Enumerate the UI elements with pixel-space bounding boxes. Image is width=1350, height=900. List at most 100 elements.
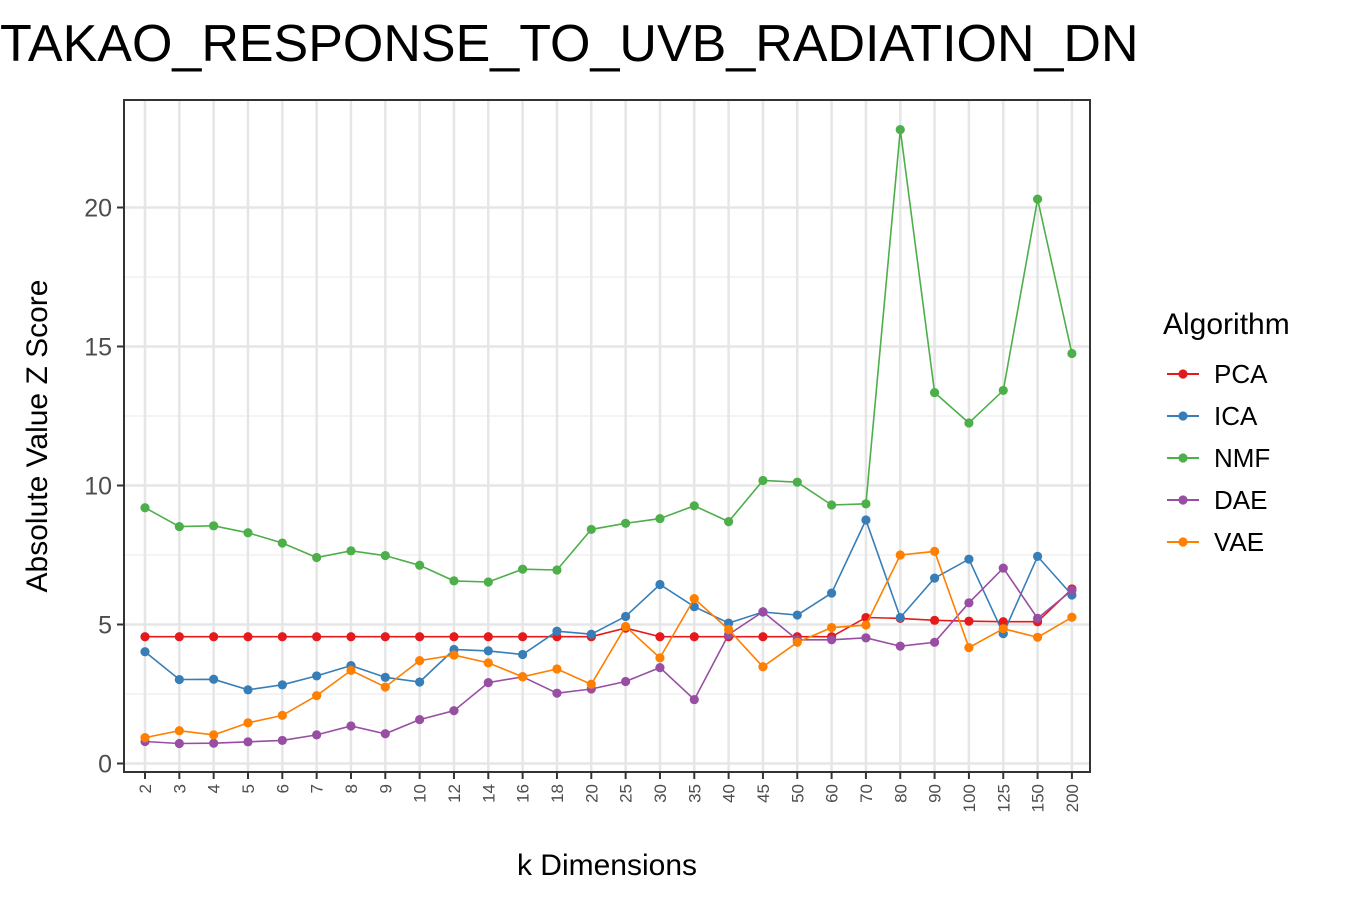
legend-item-vae: VAE xyxy=(1167,527,1264,557)
data-point-nmf xyxy=(861,499,871,509)
data-point-vae xyxy=(964,642,974,653)
data-point-nmf xyxy=(689,501,699,511)
data-point-pca xyxy=(415,632,425,642)
data-point-pca xyxy=(346,632,356,642)
data-point-pca xyxy=(312,632,322,642)
x-tick-label: 90 xyxy=(926,784,945,803)
data-point-ica xyxy=(827,588,837,598)
x-tick-label: 8 xyxy=(342,784,361,793)
data-point-dae xyxy=(415,714,425,725)
data-point-ica xyxy=(929,573,940,583)
data-point-ica xyxy=(415,677,425,687)
data-point-nmf xyxy=(174,522,184,532)
series-line-nmf xyxy=(144,129,1073,583)
data-point-ica xyxy=(792,610,802,620)
data-point-nmf xyxy=(724,517,734,527)
data-point-vae xyxy=(449,650,459,660)
data-point-dae xyxy=(964,598,974,608)
y-tick-label: 20 xyxy=(84,195,112,223)
data-point-nmf xyxy=(1032,194,1043,204)
x-axis-title: k Dimensions xyxy=(517,849,697,882)
x-tick-label: 100 xyxy=(960,784,979,812)
x-tick-label: 45 xyxy=(754,784,773,803)
legend-title: Algorithm xyxy=(1163,308,1290,341)
data-point-nmf xyxy=(140,503,150,513)
data-point-nmf xyxy=(449,576,459,586)
data-point-pca xyxy=(929,615,940,625)
x-tick-label: 125 xyxy=(994,784,1013,812)
x-tick-label: 2 xyxy=(136,784,155,793)
data-point-nmf xyxy=(243,528,253,538)
x-tick-label: 16 xyxy=(514,784,533,803)
legend-label: DAE xyxy=(1214,485,1267,515)
legend-item-dae: DAE xyxy=(1167,485,1267,515)
series-lines xyxy=(140,125,1077,749)
series-line-pca xyxy=(145,588,1073,638)
data-point-vae xyxy=(483,658,493,668)
y-tick-label: 5 xyxy=(98,612,112,640)
data-point-pca xyxy=(449,632,459,642)
data-point-dae xyxy=(621,676,631,687)
data-point-ica xyxy=(689,602,699,612)
y-tick-label: 10 xyxy=(84,473,112,501)
data-point-vae xyxy=(415,656,425,666)
data-point-nmf xyxy=(209,521,219,531)
series-line-vae xyxy=(144,550,1073,739)
data-point-vae xyxy=(346,665,356,675)
data-point-vae xyxy=(174,726,184,736)
legend: Algorithm PCA ICA NMF DAE VAE xyxy=(1163,308,1290,557)
data-point-ica xyxy=(861,515,871,525)
data-point-dae xyxy=(174,738,184,749)
data-point-dae xyxy=(895,641,905,651)
x-tick-label: 30 xyxy=(651,784,670,803)
legend-key-point xyxy=(1178,453,1188,463)
data-point-nmf xyxy=(415,560,425,570)
data-point-nmf xyxy=(483,577,493,587)
data-point-dae xyxy=(655,662,665,673)
data-point-dae xyxy=(1067,585,1077,595)
data-point-dae xyxy=(312,730,322,740)
series-vae xyxy=(140,546,1077,743)
legend-key-point xyxy=(1178,537,1188,547)
data-point-pca xyxy=(998,617,1008,627)
data-point-pca xyxy=(243,632,253,642)
data-point-dae xyxy=(552,688,562,698)
data-point-ica xyxy=(277,680,287,690)
x-tick-label: 5 xyxy=(239,784,258,793)
x-tick-label: 12 xyxy=(445,784,464,803)
data-point-nmf xyxy=(998,385,1008,396)
data-point-vae xyxy=(689,594,699,604)
series-ica xyxy=(140,515,1077,695)
x-tick-label: 80 xyxy=(891,784,910,803)
data-point-nmf xyxy=(964,418,974,428)
data-point-vae xyxy=(380,682,390,692)
data-point-ica xyxy=(586,629,596,639)
data-point-vae xyxy=(518,672,528,682)
legend-item-ica: ICA xyxy=(1167,401,1258,431)
x-tick-label: 7 xyxy=(308,784,327,793)
data-point-dae xyxy=(209,738,219,748)
data-point-vae xyxy=(277,710,287,721)
data-point-dae xyxy=(827,635,837,645)
data-point-dae xyxy=(689,694,699,705)
x-tick-label: 6 xyxy=(273,784,292,793)
grid-lines xyxy=(124,100,1090,772)
data-point-nmf xyxy=(655,513,665,524)
x-tick-label: 25 xyxy=(617,784,636,803)
data-point-nmf xyxy=(346,546,356,556)
data-point-ica xyxy=(552,626,562,636)
data-point-pca xyxy=(209,632,219,642)
legend-item-nmf: NMF xyxy=(1167,443,1270,473)
data-point-ica xyxy=(655,579,665,590)
data-point-dae xyxy=(380,729,390,739)
data-point-dae xyxy=(243,737,253,747)
data-point-nmf xyxy=(827,500,837,510)
data-point-vae xyxy=(1067,612,1077,622)
data-point-nmf xyxy=(312,552,322,563)
data-point-vae xyxy=(586,679,596,689)
series-line-dae xyxy=(144,566,1073,745)
y-axis-title: Absolute Value Z Score xyxy=(21,280,54,593)
data-point-pca xyxy=(689,632,699,642)
